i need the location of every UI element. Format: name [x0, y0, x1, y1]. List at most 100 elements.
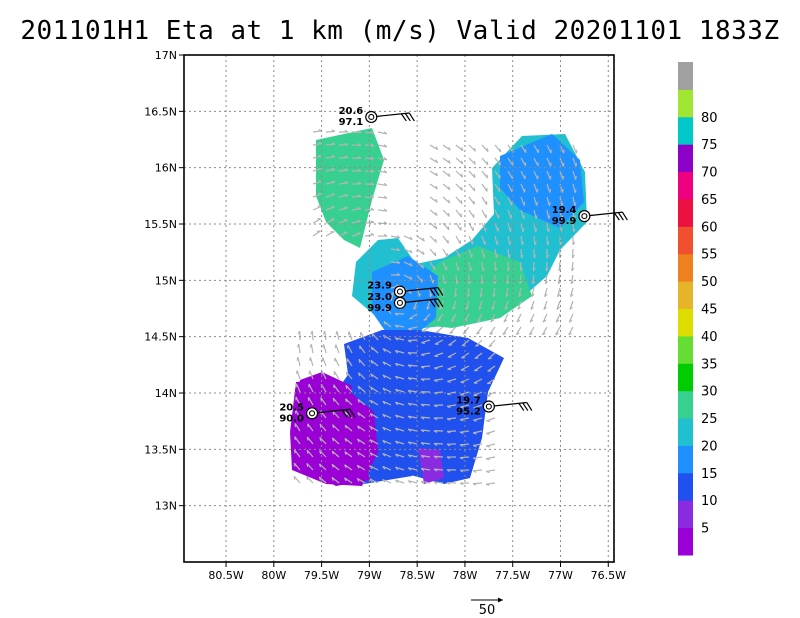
y-tick-label: 15.5N: [144, 218, 177, 231]
wind-arrow: [507, 248, 510, 259]
wind-arrow-head: [486, 161, 489, 166]
wind-arrow-head: [357, 372, 361, 377]
wind-arrow-head: [382, 348, 386, 352]
wind-arrow-head: [332, 424, 335, 429]
wind-arrow-head: [542, 319, 547, 323]
wind-barb-flag: [404, 113, 411, 122]
wind-arrow-head: [570, 280, 574, 285]
wind-arrow: [481, 209, 487, 219]
wind-arrow-head: [530, 306, 534, 310]
wind-arrow: [332, 424, 340, 432]
wind-arrow-head: [474, 357, 479, 360]
wind-arrow: [359, 345, 366, 354]
wind-arrow-head: [331, 193, 335, 196]
wind-arrow: [530, 300, 535, 310]
wind-arrow-head: [396, 260, 401, 264]
wind-arrow: [520, 170, 526, 180]
wind-arrow: [307, 396, 314, 406]
wind-arrow: [296, 370, 301, 380]
wind-arrow-head: [331, 464, 334, 468]
wind-arrow: [382, 478, 392, 484]
y-tick-label: 13N: [155, 500, 177, 513]
wind-arrow-head: [558, 267, 562, 272]
wind-arrow: [493, 274, 496, 285]
wind-barb: [488, 401, 527, 408]
wind-arrow-head: [571, 254, 575, 259]
wind-arrow-head: [309, 343, 312, 348]
wind-barb-flag: [345, 409, 352, 418]
wind-arrow: [297, 357, 301, 367]
wind-arrow: [332, 437, 340, 445]
wind-arrow-head: [317, 192, 322, 195]
wind-arrow-head: [575, 162, 578, 167]
colorbar-swatch: [678, 445, 693, 474]
wind-arrow-head: [473, 147, 477, 152]
wind-arrow-head: [370, 169, 375, 173]
colorbar-swatch: [678, 62, 693, 90]
wind-field: [290, 128, 587, 486]
wind-arrow-head: [318, 141, 323, 145]
wind-arrow: [403, 248, 413, 254]
wind-arrow-head: [306, 450, 309, 454]
wind-arrow-head: [293, 462, 296, 467]
wind-arrow-head: [357, 181, 362, 185]
observation-1: 20.697.1: [339, 106, 415, 128]
wind-arrow: [338, 207, 348, 211]
wind-arrow: [345, 371, 353, 380]
wind-arrow: [447, 352, 457, 358]
wind-arrow: [308, 383, 314, 393]
wind-arrow-head: [413, 306, 417, 310]
y-tick-label: 14.5N: [144, 331, 177, 344]
wind-arrow-head: [504, 306, 508, 310]
wind-arrow-head: [435, 225, 438, 230]
wind-arrow-head: [520, 254, 524, 259]
wind-arrow: [468, 196, 475, 205]
wind-arrow-head: [318, 167, 322, 170]
wind-arrow: [429, 157, 438, 164]
wind-arrow: [447, 391, 457, 395]
wind-arrow: [468, 157, 476, 165]
wind-arrow: [318, 476, 327, 484]
wind-arrow-head: [448, 186, 451, 191]
wind-arrow-head: [357, 399, 360, 403]
wind-arrow-head: [457, 267, 460, 271]
wind-arrow: [481, 222, 487, 232]
wind-arrow: [528, 326, 535, 336]
station-marker: [393, 296, 407, 309]
wind-arrow-head: [486, 420, 491, 423]
wind-arrow: [519, 274, 522, 284]
wind-arrow: [481, 248, 485, 258]
wind-arrow: [331, 476, 340, 484]
wind-arrow-head: [357, 194, 362, 197]
wind-arrow-head: [434, 252, 437, 257]
wind-arrow: [382, 361, 392, 367]
wind-arrow-head: [485, 470, 490, 474]
wind-arrow: [395, 427, 405, 432]
wind-arrow: [489, 326, 496, 335]
wind-arrow: [442, 209, 450, 217]
station-marker-inner: [485, 403, 492, 410]
wind-arrow: [546, 144, 552, 154]
wind-barb-flag: [400, 113, 407, 122]
wind-arrow-head: [382, 440, 386, 444]
wind-arrow: [320, 383, 327, 393]
wind-arrow-head: [357, 168, 362, 172]
wind-arrow: [546, 170, 551, 180]
wind-arrow: [455, 274, 458, 285]
wind-arrow-head: [465, 306, 469, 310]
wind-barb-flag: [526, 402, 533, 411]
wind-arrow: [533, 170, 539, 180]
wind-arrow-head: [460, 186, 463, 191]
wind-arrow-head: [544, 293, 548, 298]
wind-arrow: [468, 248, 473, 258]
wind-arrow-head: [357, 206, 362, 210]
wind-arrow: [433, 481, 444, 484]
wind-arrow: [434, 378, 444, 381]
wind-arrow: [449, 326, 457, 334]
wind-arrow-head: [533, 254, 537, 259]
wind-arrow: [520, 235, 523, 245]
wind-arrow-head: [409, 249, 413, 254]
wind-arrow-head: [356, 438, 360, 443]
wind-arrow: [452, 300, 457, 310]
wind-arrow-head: [309, 357, 311, 361]
